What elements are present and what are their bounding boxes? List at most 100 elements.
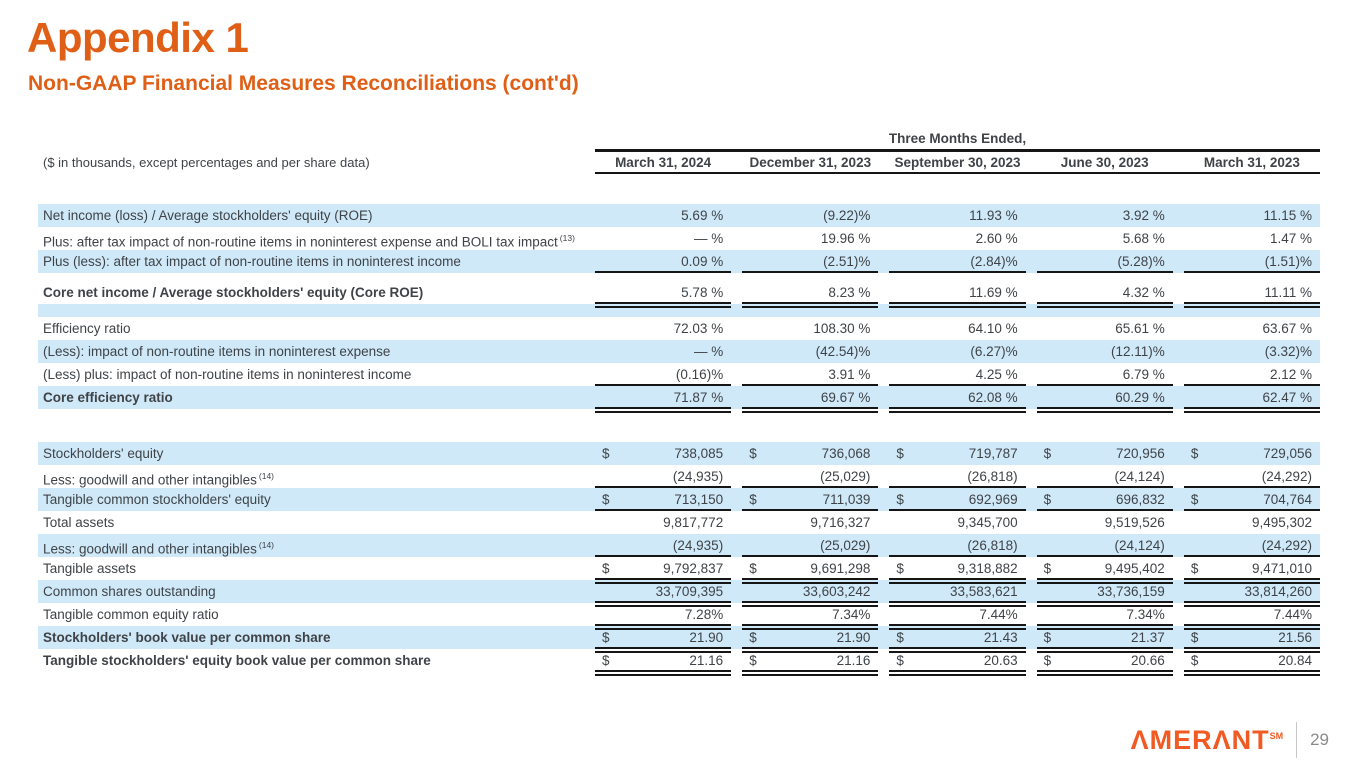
- row-label: Core efficiency ratio: [43, 390, 173, 405]
- value-cell: 69.67 %: [742, 386, 879, 413]
- cell-value: 33,709,395: [655, 584, 724, 599]
- row-label: Plus (less): after tax impact of non-rou…: [43, 254, 461, 269]
- value-cell: $713,150: [595, 488, 731, 511]
- value-cell: 4.25 %: [889, 363, 1025, 386]
- row-label: Stockholders' equity: [43, 446, 164, 461]
- cell-value: 8.23 %: [828, 285, 871, 300]
- cell-value: 9,318,882: [957, 561, 1018, 576]
- cell-value: 72.03 %: [673, 321, 724, 336]
- spacer-row: [38, 273, 1320, 281]
- row-values: (0.16)% 3.91 % 4.25 % 6.79 % 2.12 %: [595, 363, 1320, 386]
- cell-value: 7.44%: [1273, 607, 1313, 622]
- cell-value: 62.47 %: [1262, 390, 1313, 405]
- page-subtitle: Non-GAAP Financial Measures Reconciliati…: [28, 72, 579, 95]
- row-values: — % 19.96 % 2.60 % 5.68 % 1.47 %: [595, 227, 1320, 250]
- cell-value: (1.51)%: [1264, 254, 1313, 269]
- cell-value: 729,056: [1263, 446, 1313, 461]
- cell-value: 4.32 %: [1122, 285, 1165, 300]
- dollar-sign: $: [749, 561, 757, 576]
- cell-value: 6.79 %: [1122, 367, 1165, 382]
- table-row: Net income (loss) / Average stockholders…: [38, 204, 1320, 227]
- cell-value: (42.54)%: [815, 344, 871, 359]
- row-label: Tangible common equity ratio: [43, 607, 219, 622]
- value-cell: 108.30 %: [742, 317, 878, 340]
- value-cell: 62.08 %: [889, 386, 1026, 413]
- value-cell: $719,787: [889, 442, 1025, 465]
- cell-value: (24,935): [672, 469, 724, 484]
- cell-value: 9,495,302: [1251, 515, 1313, 530]
- cell-value: 71.87 %: [673, 390, 724, 405]
- row-label: (Less) plus: impact of non-routine items…: [43, 367, 412, 382]
- dollar-sign: $: [1190, 630, 1199, 645]
- dollar-sign: $: [1043, 653, 1052, 668]
- value-cell: (6.27)%: [889, 340, 1025, 363]
- table-row: Plus (less): after tax impact of non-rou…: [38, 250, 1320, 273]
- value-cell: 3.92 %: [1037, 204, 1173, 227]
- column-header: March 31, 2024: [615, 155, 712, 170]
- row-values: — % (42.54)% (6.27)% (12.11)% (3.32)%: [595, 340, 1320, 363]
- value-cell: 9,716,327: [742, 511, 878, 534]
- value-cell: $21.90: [595, 626, 732, 653]
- row-values: $21.16 $21.16 $20.63 $20.66 $20.84: [595, 649, 1321, 676]
- cell-value: 713,150: [674, 492, 724, 507]
- cell-value: — %: [693, 344, 724, 359]
- value-cell: (25,029): [742, 534, 878, 557]
- value-cell: $9,471,010: [1183, 557, 1321, 584]
- cell-value: 692,969: [968, 492, 1018, 507]
- value-cell: $21.90: [742, 626, 879, 653]
- value-cell: 9,345,700: [889, 511, 1025, 534]
- cell-value: 9,691,298: [810, 561, 871, 576]
- cell-value: 11.69 %: [969, 285, 1018, 300]
- dollar-sign: $: [896, 630, 904, 645]
- row-values: 7.28% 7.34% 7.44% 7.34% 7.44%: [595, 603, 1321, 630]
- period-header: Three Months Ended,: [595, 131, 1320, 152]
- row-label: Less: goodwill and other intangibles (14): [43, 540, 275, 557]
- value-cell: $20.84: [1183, 649, 1321, 676]
- value-cell: $9,691,298: [742, 557, 879, 584]
- column-header: June 30, 2023: [1060, 155, 1149, 170]
- table-row: Plus: after tax impact of non-routine it…: [38, 227, 1320, 250]
- row-label: Core net income / Average stockholders' …: [43, 285, 424, 300]
- value-cell: (0.16)%: [595, 363, 731, 386]
- value-cell: 5.78 %: [595, 281, 732, 308]
- cell-value: (24,292): [1261, 538, 1313, 553]
- cell-value: (24,124): [1114, 538, 1165, 553]
- cell-value: (26,818): [967, 538, 1018, 553]
- dollar-sign: $: [749, 630, 757, 645]
- value-cell: (12.11)%: [1037, 340, 1173, 363]
- cell-value: 21.16: [689, 653, 724, 668]
- table-row: (Less) plus: impact of non-routine items…: [38, 363, 1320, 386]
- dollar-sign: $: [602, 653, 610, 668]
- cell-value: 21.90: [836, 630, 871, 645]
- value-cell: 7.34%: [742, 603, 879, 630]
- value-cell: 0.09 %: [595, 250, 731, 273]
- row-label: Less: goodwill and other intangibles (14): [43, 471, 275, 488]
- table-row: Tangible assets $9,792,837 $9,691,298 $9,31…: [38, 557, 1321, 584]
- dollar-sign: $: [1043, 492, 1052, 507]
- dollar-sign: $: [1043, 561, 1052, 576]
- cell-value: 33,583,621: [950, 584, 1018, 599]
- value-cell: 33,736,159: [1036, 580, 1174, 607]
- row-label: Common shares outstanding: [43, 584, 216, 599]
- cell-value: 9,345,700: [957, 515, 1018, 530]
- dollar-sign: $: [749, 492, 757, 507]
- cell-value: (24,124): [1114, 469, 1165, 484]
- cell-value: 11.11 %: [1264, 285, 1313, 300]
- row-values: 33,709,395 33,603,242 33,583,621 33,736,159…: [595, 580, 1321, 607]
- value-cell: (9.22)%: [742, 204, 878, 227]
- cell-value: 21.56: [1278, 630, 1313, 645]
- row-label: Tangible common stockholders' equity: [43, 492, 271, 507]
- value-cell: $696,832: [1037, 488, 1173, 511]
- value-cell: — %: [595, 340, 731, 363]
- value-cell: $9,792,837: [595, 557, 732, 584]
- value-cell: $704,764: [1184, 488, 1320, 511]
- cell-value: — %: [693, 231, 724, 246]
- cell-value: 3.92 %: [1122, 208, 1165, 223]
- value-cell: (25,029): [742, 465, 878, 488]
- column-header: December 31, 2023: [749, 155, 872, 170]
- value-cell: $720,956: [1037, 442, 1173, 465]
- value-cell: 5.69 %: [595, 204, 731, 227]
- value-cell: 60.29 %: [1036, 386, 1174, 413]
- cell-value: (9.22)%: [823, 208, 871, 223]
- value-cell: $20.63: [889, 649, 1026, 676]
